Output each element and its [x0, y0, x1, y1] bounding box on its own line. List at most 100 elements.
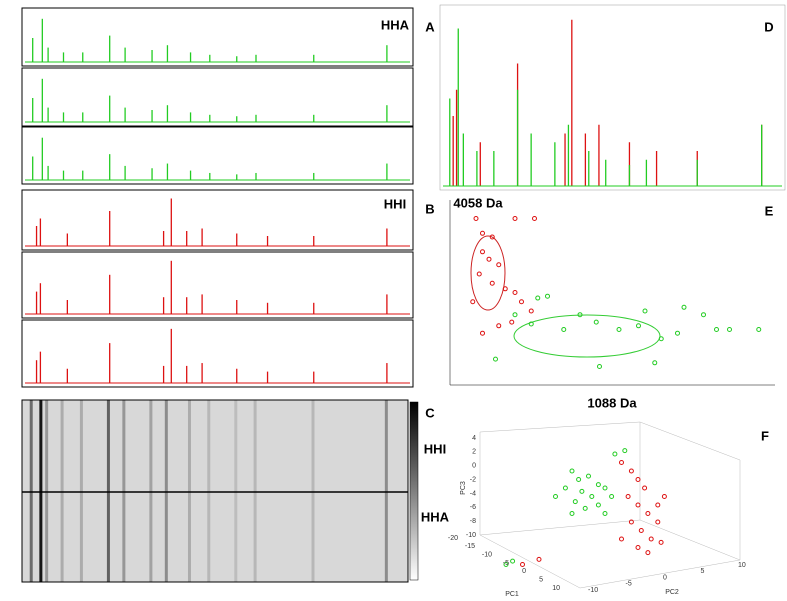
- point: [619, 460, 624, 465]
- point: [619, 536, 624, 542]
- point: [602, 511, 608, 516]
- point: [569, 468, 575, 474]
- point: [652, 360, 658, 366]
- tick-label: -5: [626, 581, 632, 588]
- point: [616, 327, 622, 332]
- point: [638, 528, 644, 533]
- point: [496, 262, 502, 268]
- point: [645, 550, 651, 556]
- point: [582, 505, 588, 511]
- frame: [21, 126, 414, 185]
- point: [655, 502, 661, 508]
- point: [496, 323, 502, 329]
- point: [512, 312, 518, 318]
- cluster-ellipse: [470, 235, 506, 311]
- point: [480, 249, 485, 255]
- point: [628, 519, 634, 525]
- group-label: HHA: [381, 17, 410, 32]
- point: [648, 536, 654, 542]
- tick-label: -2: [470, 476, 476, 483]
- point: [553, 494, 558, 499]
- heat-stripe: [164, 400, 168, 582]
- tick-label: 5: [701, 568, 705, 575]
- point: [528, 308, 534, 314]
- group-label: HHI: [384, 196, 406, 211]
- tick-label: 2: [472, 449, 476, 456]
- point: [519, 299, 524, 305]
- frame: [21, 319, 414, 388]
- point: [597, 364, 602, 369]
- point: [473, 216, 479, 221]
- tick-label: -10: [466, 532, 476, 539]
- point: [612, 451, 618, 457]
- point: [658, 539, 664, 545]
- point: [489, 280, 495, 286]
- point: [520, 562, 525, 567]
- panel-label: D: [764, 19, 773, 34]
- cluster-ellipse: [513, 314, 661, 358]
- colorbar: [409, 401, 419, 581]
- point: [635, 502, 641, 508]
- point: [727, 327, 732, 332]
- frame: [21, 189, 414, 251]
- point: [625, 494, 631, 499]
- point: [512, 290, 518, 295]
- heat-stripe: [384, 400, 388, 582]
- group-label: HHA: [421, 509, 450, 524]
- heat-stripe: [149, 400, 153, 582]
- tick-label: 0: [663, 574, 667, 581]
- panel-label: A: [425, 19, 435, 34]
- axis-title: 1088 Da: [587, 395, 637, 410]
- point: [503, 562, 509, 567]
- tick-label: -10: [588, 587, 598, 594]
- box-3d: [479, 421, 741, 589]
- point: [595, 502, 601, 508]
- point: [681, 304, 687, 310]
- point: [593, 319, 599, 325]
- tick-label: -10: [482, 552, 492, 559]
- point: [714, 327, 719, 332]
- point: [635, 545, 641, 550]
- heat-stripe: [234, 400, 238, 582]
- heat-stripe: [79, 400, 83, 582]
- point: [532, 216, 537, 221]
- tick-label: -5: [503, 560, 509, 567]
- point: [642, 308, 648, 314]
- point: [576, 477, 582, 482]
- point: [658, 336, 664, 342]
- axis-title: 4058 Da: [453, 195, 503, 210]
- panel-label: B: [425, 201, 434, 216]
- point: [502, 286, 508, 292]
- point: [476, 271, 482, 277]
- frame: [439, 4, 786, 191]
- point: [536, 556, 542, 562]
- frame: [21, 67, 414, 127]
- point: [586, 473, 591, 479]
- heat-stripe: [122, 400, 126, 582]
- panel-label: E: [765, 203, 774, 218]
- point: [480, 330, 485, 336]
- point: [561, 327, 567, 332]
- axis-title: PC1: [505, 591, 519, 598]
- axis-title: PC2: [665, 589, 679, 596]
- point: [655, 519, 661, 525]
- heat-stripe: [253, 400, 257, 582]
- panel-label: F: [761, 428, 769, 443]
- point: [528, 321, 534, 327]
- point: [569, 511, 575, 516]
- panel-label: C: [425, 405, 435, 420]
- point: [628, 468, 634, 474]
- point: [675, 330, 680, 336]
- tick-label: -8: [470, 518, 476, 525]
- point: [645, 511, 651, 516]
- heat-stripe: [60, 400, 64, 582]
- tick-label: 4: [472, 435, 476, 442]
- point: [510, 558, 516, 564]
- point: [493, 356, 498, 362]
- frame: [21, 251, 414, 319]
- point: [701, 312, 706, 318]
- tick-label: 0: [472, 463, 476, 470]
- heat-stripe: [39, 400, 43, 582]
- heat-stripe: [187, 400, 191, 582]
- point: [509, 319, 515, 325]
